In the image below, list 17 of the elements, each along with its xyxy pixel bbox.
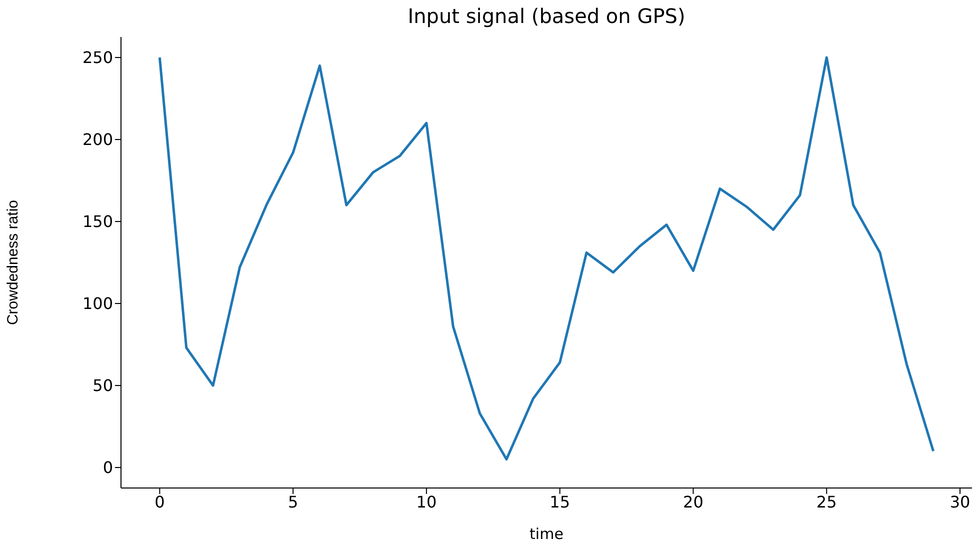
x-tick-label: 10 <box>416 492 437 512</box>
chart-title: Input signal (based on GPS) <box>406 4 686 28</box>
line-series <box>158 56 935 461</box>
y-tick-label: 200 <box>82 130 113 150</box>
y-tick-label: 50 <box>92 376 113 396</box>
y-tick-label: 250 <box>82 48 113 68</box>
x-tick-label: 0 <box>154 492 165 512</box>
x-tick-label: 30 <box>950 492 970 512</box>
x-tick-label: 15 <box>550 492 570 512</box>
x-tick-label: 25 <box>816 492 837 512</box>
x-axis-title: time <box>530 525 564 543</box>
x-tick-label: 5 <box>288 492 298 512</box>
y-axis-title: Crowdedness ratio <box>4 200 22 326</box>
x-tick-label: 20 <box>683 492 704 512</box>
y-tick-label: 100 <box>82 294 113 314</box>
y-tick-label: 150 <box>82 212 113 232</box>
y-tick-label: 0 <box>102 458 113 478</box>
